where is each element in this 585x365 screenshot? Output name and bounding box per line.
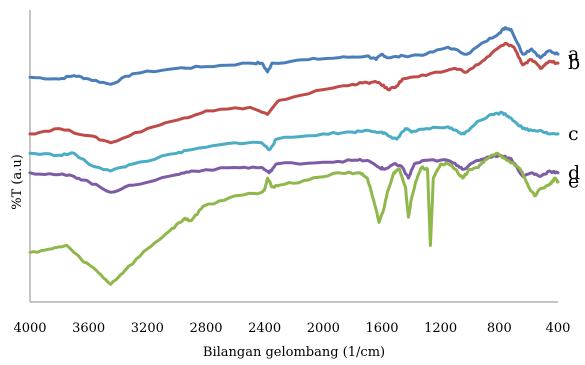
- x-tick-label: 2400: [248, 321, 281, 336]
- x-axis-title: Bilangan gelombang (1/cm): [203, 345, 385, 360]
- series-label-c: c: [568, 123, 579, 145]
- series-line-b: [28, 41, 560, 145]
- series-label-e: e: [568, 171, 579, 193]
- x-tick-label: 3200: [131, 321, 164, 336]
- x-tick-label: 2000: [307, 321, 340, 336]
- x-tick-label: 400: [546, 321, 571, 336]
- series-line-a: [28, 26, 560, 86]
- plot-area: ab cde 4000 3600 3200 2800 2400 2000 1600 1200 80…: [13, 10, 580, 336]
- x-tick-label: 4000: [13, 321, 46, 336]
- series-group: [28, 26, 560, 286]
- series-label-b: b: [568, 52, 580, 74]
- x-tick-label: 3600: [72, 321, 105, 336]
- x-tick-label: 1600: [365, 321, 398, 336]
- x-tick-label: 1200: [424, 321, 457, 336]
- series-label-a: a: [568, 43, 579, 65]
- x-tick-label: 2800: [189, 321, 222, 336]
- series-line-e: [28, 151, 560, 286]
- x-tick-labels: 4000 3600 3200 2800 2400 2000 1600 1200 800 400: [13, 321, 570, 336]
- series-labels: ab cde: [568, 43, 580, 193]
- series-line-c: [28, 110, 560, 173]
- x-tick-label: 800: [487, 321, 512, 336]
- series-line-d: [28, 153, 560, 194]
- y-axis-title: %T (a.u): [10, 154, 25, 210]
- series-label-d: d: [568, 162, 580, 184]
